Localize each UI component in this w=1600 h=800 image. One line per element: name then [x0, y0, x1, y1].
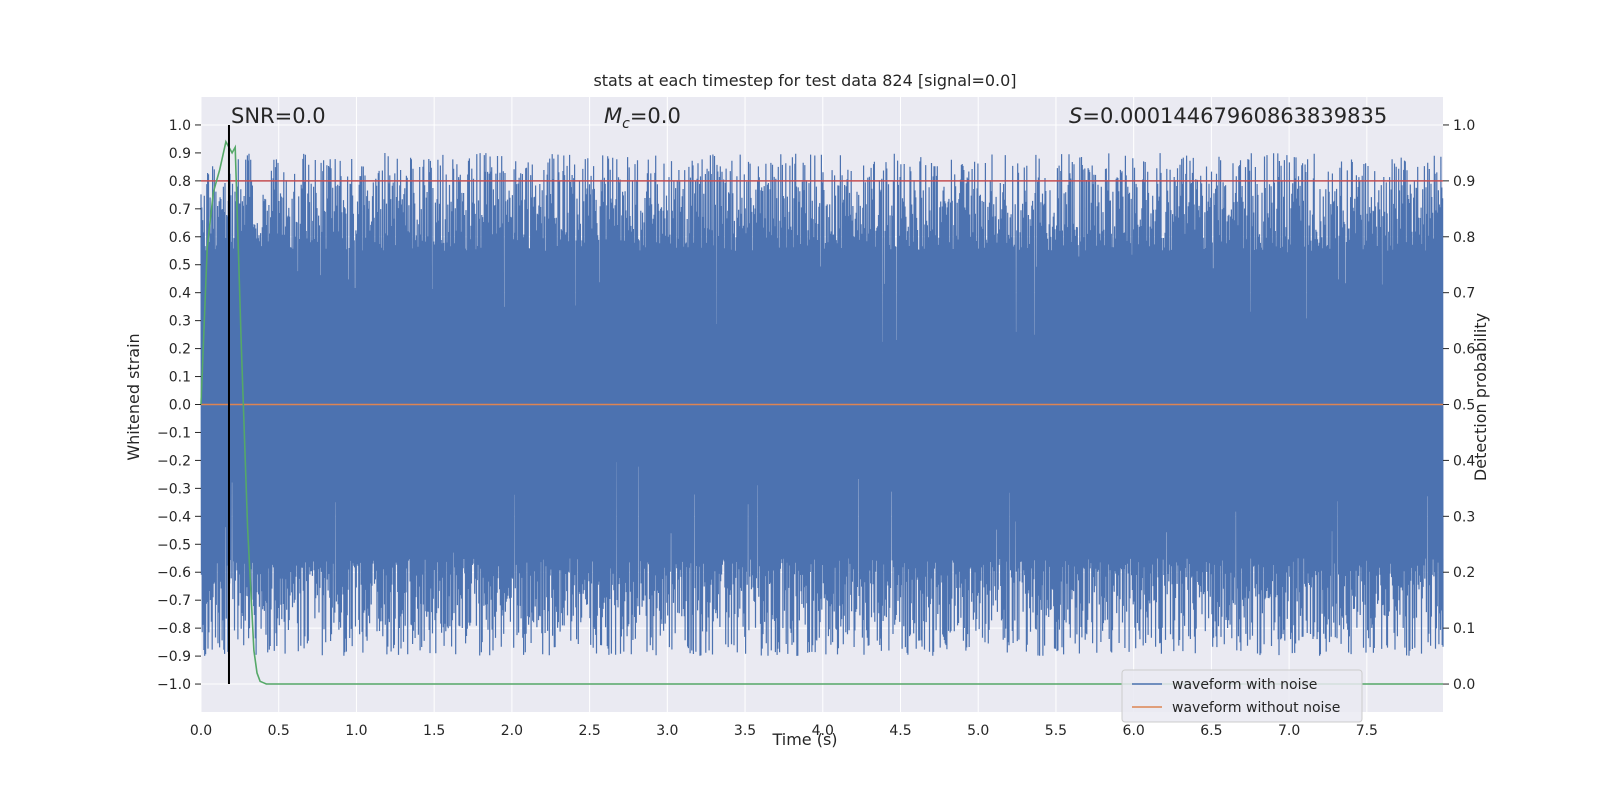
y-tick-label: 0.1 — [169, 370, 191, 386]
mc-symbol: M — [604, 104, 622, 128]
snr-annotation: SNR=0.0 — [231, 104, 326, 128]
x-tick-label: 7.5 — [1356, 723, 1378, 739]
x-tick-label: 1.0 — [345, 723, 367, 739]
y2-axis-label: Detection probability — [1471, 313, 1490, 481]
y-tick-label: 0.4 — [169, 286, 191, 302]
y2-tick-label: 0.3 — [1453, 509, 1475, 525]
x-tick-label: 7.0 — [1278, 723, 1300, 739]
y-tick-label: −0.3 — [157, 481, 191, 497]
x-axis-label: Time (s) — [771, 730, 837, 749]
s-symbol: S — [1069, 104, 1082, 128]
x-tick-label: 0.5 — [268, 723, 290, 739]
legend-label-noise: waveform with noise — [1172, 677, 1317, 693]
mc-subscript: c — [622, 116, 630, 132]
y-tick-label: −1.0 — [157, 677, 191, 693]
y-tick-label: 0.7 — [169, 202, 191, 218]
x-tick-label: 2.0 — [501, 723, 523, 739]
x-tick-label: 6.5 — [1200, 723, 1222, 739]
y-tick-label: 0.2 — [169, 342, 191, 358]
x-tick-label: 0.0 — [190, 723, 212, 739]
y2-tick-label: 0.6 — [1453, 342, 1475, 358]
x-tick-label: 1.5 — [423, 723, 445, 739]
y-tick-label: −0.8 — [157, 621, 191, 637]
y-tick-label: 0.9 — [169, 146, 191, 162]
x-axis-ticks: 0.0 0.5 1.0 1.5 2.0 2.5 3.0 3.5 4.0 4.5 5.0 5.5 6.0 6… — [190, 723, 1378, 739]
legend-box — [1121, 669, 1363, 723]
y2-tick-label: 0.4 — [1453, 453, 1475, 469]
x-tick-label: 3.5 — [734, 723, 756, 739]
x-tick-label: 5.0 — [967, 723, 989, 739]
y-tick-label: 0.8 — [169, 174, 191, 190]
y-tick-label: −0.1 — [157, 425, 191, 441]
legend: waveform with noise waveform without noi… — [1121, 669, 1363, 723]
x-tick-label: 4.0 — [812, 723, 834, 739]
y2-tick-label: 0.0 — [1453, 677, 1475, 693]
chart-title: stats at each timestep for test data 824… — [593, 71, 1016, 90]
y-tick-label: −0.5 — [157, 537, 191, 553]
x-tick-label: 4.5 — [889, 723, 911, 739]
y2-axis-ticks: 1.0 0.9 0.8 0.7 0.6 0.5 0.4 0.3 0.2 0.1 0.0 — [1443, 118, 1475, 693]
y-tick-label: 0.5 — [169, 258, 191, 274]
mc-value: =0.0 — [630, 104, 681, 128]
x-tick-label: 6.0 — [1123, 723, 1145, 739]
y-tick-label: 1.0 — [169, 118, 191, 134]
y-tick-label: −0.7 — [157, 593, 191, 609]
y2-tick-label: 0.1 — [1453, 621, 1475, 637]
y-tick-label: 0.0 — [169, 398, 191, 414]
y2-tick-label: 0.5 — [1453, 398, 1475, 414]
x-tick-label: 3.0 — [656, 723, 678, 739]
series-waveform-with-noise — [200, 152, 1444, 656]
y2-tick-label: 0.8 — [1453, 230, 1475, 246]
x-tick-label: 2.5 — [578, 723, 600, 739]
y2-tick-label: 0.2 — [1453, 565, 1475, 581]
x-tick-label: 5.5 — [1045, 723, 1067, 739]
y2-tick-label: 1.0 — [1453, 118, 1475, 134]
y-tick-label: −0.4 — [157, 509, 191, 525]
y-tick-label: −0.9 — [157, 649, 191, 665]
y2-tick-label: 0.9 — [1453, 174, 1475, 190]
mc-annotation: Mc=0.0 — [604, 104, 681, 132]
legend-label-clean: waveform without noise — [1172, 700, 1340, 716]
y-tick-label: 0.3 — [169, 314, 191, 330]
y-tick-label: −0.6 — [157, 565, 191, 581]
y-axis-label: Whitened strain — [124, 333, 143, 460]
y2-tick-label: 0.7 — [1453, 286, 1475, 302]
series-detection-probability — [200, 139, 1443, 685]
s-value: =0.00014467960863839835 — [1082, 104, 1387, 128]
y-axis-ticks: 1.0 0.9 0.8 0.7 0.6 0.5 0.4 0.3 0.2 0.1 0.0 −0.1 −0.… — [157, 118, 201, 693]
probability-line — [200, 139, 1443, 685]
y-tick-label: −0.2 — [157, 453, 191, 469]
y-tick-label: 0.6 — [169, 230, 191, 246]
noise-line — [200, 152, 1444, 656]
s-annotation: S=0.00014467960863839835 — [1069, 104, 1387, 128]
